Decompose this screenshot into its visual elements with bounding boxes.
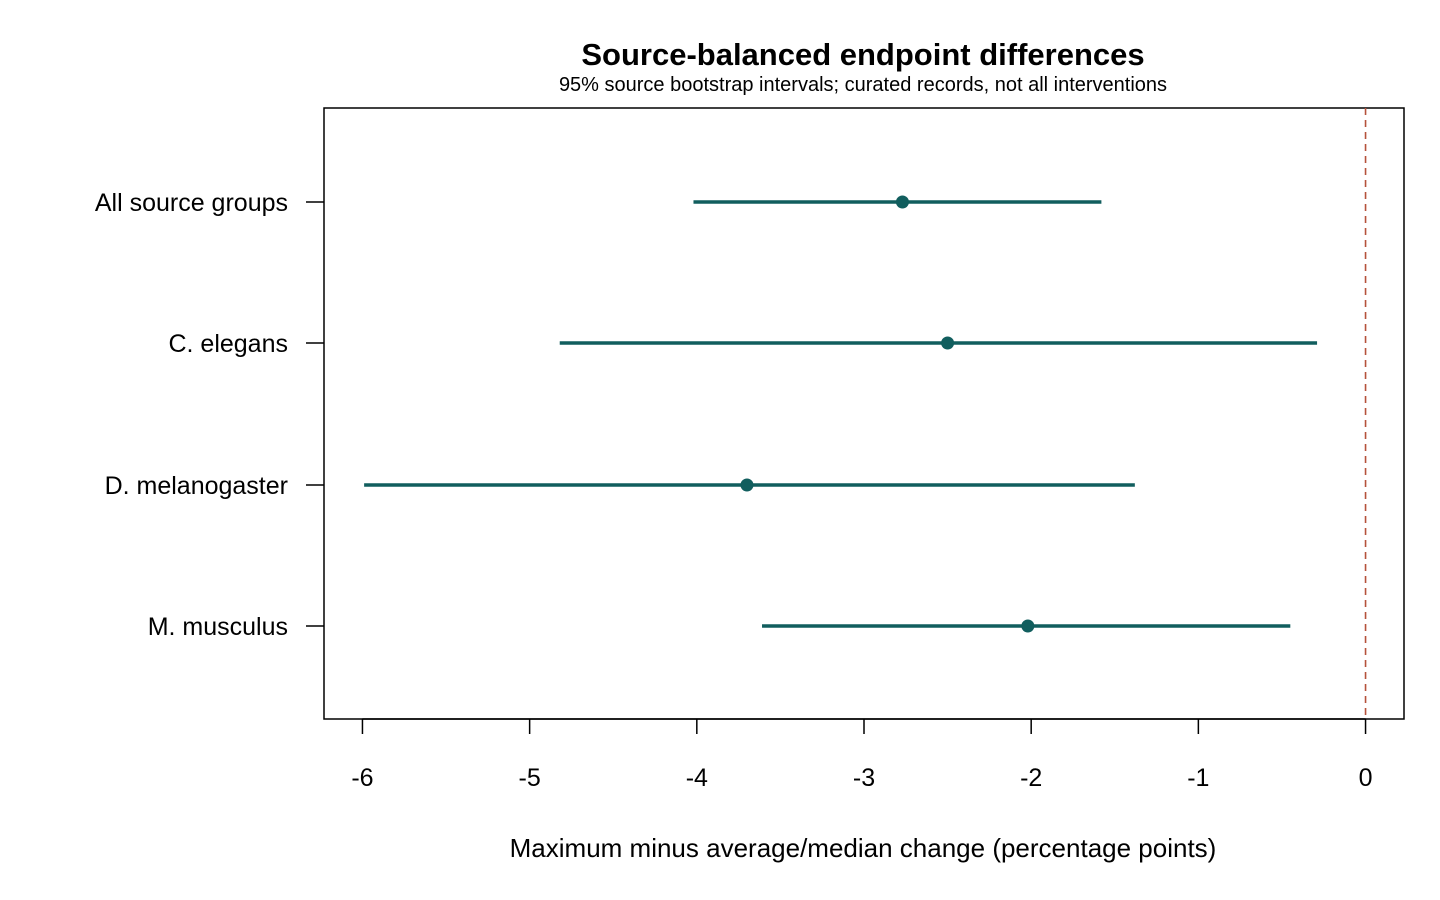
point-estimate (941, 336, 955, 350)
x-axis: -6 -5 -4 -3 -2 -1 0 (351, 718, 1373, 792)
x-tick-label: -4 (686, 764, 708, 792)
y-category-label: M. musculus (148, 613, 288, 641)
y-category-label: All source groups (95, 189, 288, 217)
x-tick-label: -6 (351, 764, 373, 792)
x-tick-label: -2 (1020, 764, 1042, 792)
x-tick-label: -1 (1187, 764, 1209, 792)
x-tick-label: -5 (519, 764, 541, 792)
point-estimate (895, 195, 909, 209)
y-axis: All source groups C. elegans D. melanogast… (95, 189, 324, 641)
chart-title: Source-balanced endpoint differences (581, 37, 1144, 72)
x-tick-label: -3 (853, 764, 875, 792)
x-tick-label: 0 (1359, 764, 1373, 792)
x-axis-label: Maximum minus average/median change (per… (510, 833, 1217, 863)
estimate-marks (364, 195, 1318, 633)
point-estimate (740, 478, 754, 492)
y-category-label: D. melanogaster (105, 472, 288, 500)
chart-subtitle: 95% source bootstrap intervals; curated … (559, 74, 1167, 96)
point-estimate (1021, 619, 1035, 633)
y-category-label: C. elegans (168, 330, 288, 358)
